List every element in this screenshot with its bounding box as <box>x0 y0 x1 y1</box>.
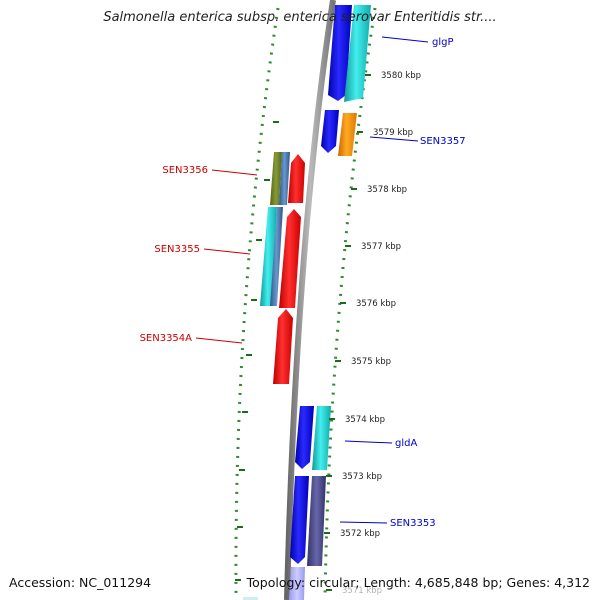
gene-labels: glgP SEN3357 SEN3356 SEN3355 SEN3354A gldA SEN… <box>140 36 466 529</box>
gene-label-SEN3353[interactable]: SEN3353 <box>390 518 436 529</box>
gene-glgP-blue[interactable] <box>328 5 352 101</box>
scale-tick-label: 3573 kbp <box>342 472 382 482</box>
gene-label-gldA[interactable]: gldA <box>395 438 417 449</box>
gene-label-leader <box>203 248 251 255</box>
gene-SEN3353-slate[interactable] <box>307 476 326 566</box>
gene-features <box>243 5 371 600</box>
gene-partial-pale <box>289 567 305 600</box>
scale-tick-label: 3577 kbp <box>361 242 401 252</box>
scale-ticks: 3580 kbp 3579 kbp 3578 kbp 3577 kbp 3576 kbp… <box>324 71 421 596</box>
gene-SEN3353-blue[interactable] <box>290 476 309 564</box>
gene-SEN3356-olive[interactable] <box>270 152 282 205</box>
gene-SEN3356-steel[interactable] <box>279 152 290 205</box>
gene-gldA-blue[interactable] <box>295 406 314 469</box>
gene-label-glgP[interactable]: glgP <box>432 37 454 48</box>
gene-gldA-cyan[interactable] <box>312 406 331 470</box>
gene-label-SEN3354A[interactable]: SEN3354A <box>140 333 193 344</box>
scale-tick-label: 3571 kbp <box>342 586 382 596</box>
accession-text: Accession: NC_011294 <box>9 575 152 590</box>
gene-glgP-cyan[interactable] <box>344 5 371 102</box>
scale-tick-label: 3580 kbp <box>381 71 421 81</box>
gene-SEN3354A-red[interactable] <box>273 309 293 384</box>
gene-SEN3357-orange[interactable] <box>338 113 357 156</box>
gene-label-leader <box>339 521 388 524</box>
gene-label-leader <box>381 36 429 43</box>
gene-label-leader <box>344 440 393 444</box>
scale-tick-label: 3576 kbp <box>356 299 396 309</box>
gene-label-SEN3355[interactable]: SEN3355 <box>154 244 200 255</box>
gene-label-SEN3357[interactable]: SEN3357 <box>420 136 466 147</box>
gene-SEN3355-cyan[interactable] <box>260 207 277 306</box>
gene-label-leader <box>195 337 243 344</box>
gene-label-leader <box>211 169 258 176</box>
backbone-arc <box>284 0 336 600</box>
scale-tick-label: 3572 kbp <box>340 529 380 539</box>
left-tick-marks <box>235 121 279 581</box>
gene-label-leader <box>369 136 419 142</box>
gene-partial-cyan <box>243 597 258 600</box>
gene-SEN3357-blue[interactable] <box>321 110 339 153</box>
scale-tick-label: 3575 kbp <box>351 357 391 367</box>
gene-SEN3355-red[interactable] <box>279 209 301 308</box>
scale-tick-label: 3574 kbp <box>345 415 385 425</box>
gene-SEN3355-steel[interactable] <box>270 207 283 306</box>
scale-tick-label: 3578 kbp <box>367 185 407 195</box>
gene-label-SEN3356[interactable]: SEN3356 <box>162 165 208 176</box>
scale-tick-label: 3579 kbp <box>373 128 413 138</box>
genome-title: Salmonella enterica subsp. enterica sero… <box>103 10 497 25</box>
topology-text: Topology: circular; Length: 4,685,848 bp… <box>246 575 590 590</box>
gene-SEN3356-red[interactable] <box>288 154 305 203</box>
